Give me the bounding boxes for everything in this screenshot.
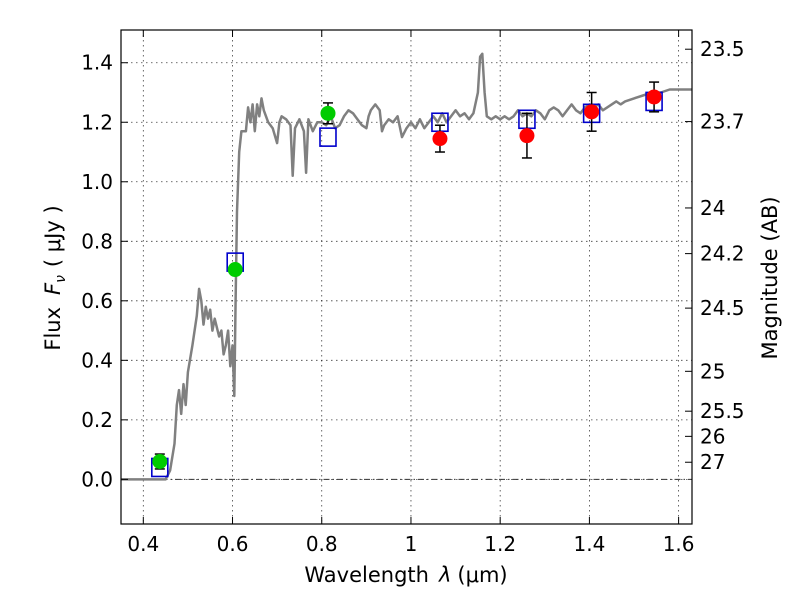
y2-tick-label: 23.7 [700, 110, 745, 134]
x-tick-label: 1.4 [573, 532, 605, 556]
x-tick-label: 0.8 [306, 532, 338, 556]
y2-tick-label: 27 [700, 450, 725, 474]
model-spectrum-line [121, 52, 692, 481]
green-data-point [227, 262, 243, 278]
red-data-point [646, 89, 662, 105]
grid [121, 30, 692, 524]
y2-tick-label: 26 [700, 424, 725, 448]
data-marks [151, 81, 663, 478]
y-axis-ticks: 0.0 0.2 0.4 0.6 0.8 1.0 1.2 1.4 [81, 51, 128, 491]
y2-axis-title: Magnitude (AB) [758, 196, 782, 359]
x-tick-label: 1.2 [484, 532, 516, 556]
y-tick-label: 0.6 [81, 289, 113, 313]
x-axis-ticks: 0.4 0.6 0.8 1 1.2 1.4 1.6 [127, 30, 695, 556]
y2-tick-label: 25 [700, 359, 725, 383]
x-tick-label: 1 [405, 532, 418, 556]
y2-tick-label: 24.2 [700, 242, 745, 266]
y-tick-label: 1.0 [81, 170, 113, 194]
green-data-point [152, 454, 168, 470]
y-tick-label: 1.4 [81, 51, 113, 75]
y2-tick-label: 23.5 [700, 37, 745, 61]
plot-frame [120, 29, 693, 525]
x-tick-label: 0.4 [127, 532, 159, 556]
red-data-point [432, 131, 448, 147]
y-axis-title: FluxFν( μJy ) [41, 205, 69, 350]
x-tick-label: 1.6 [663, 532, 695, 556]
x-tick-label: 0.6 [217, 532, 249, 556]
red-data-point [519, 128, 535, 144]
red-data-point [584, 104, 600, 120]
y-tick-label: 0.4 [81, 348, 113, 372]
model-photometry-square [319, 127, 337, 147]
y2-tick-label: 25.5 [700, 399, 745, 423]
y2-tick-label: 24 [700, 196, 725, 220]
y-tick-label: 0.8 [81, 229, 113, 253]
y-tick-label: 1.2 [81, 110, 113, 134]
x-axis-title: Wavelength λ (μm) [304, 563, 507, 587]
y-tick-label: 0.2 [81, 408, 113, 432]
y2-tick-label: 24.5 [700, 296, 745, 320]
green-data-point [320, 105, 336, 121]
y-tick-label: 0.0 [81, 467, 113, 491]
